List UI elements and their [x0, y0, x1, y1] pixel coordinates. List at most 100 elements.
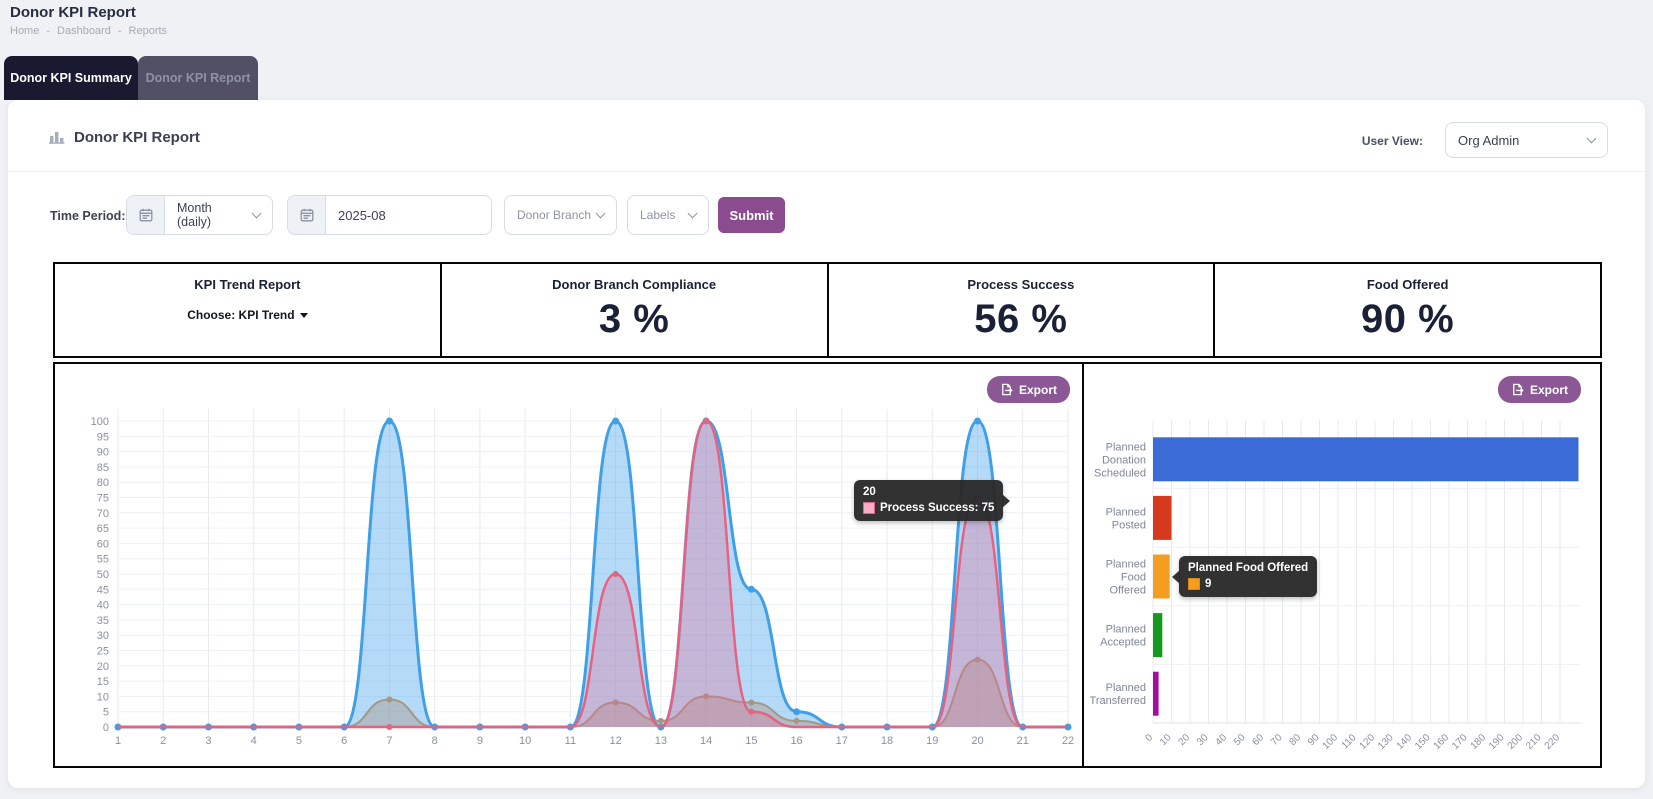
svg-text:Planned: Planned — [1106, 441, 1146, 453]
svg-text:110: 110 — [1340, 732, 1359, 751]
page-title: Donor KPI Report — [10, 4, 136, 21]
svg-text:Food: Food — [1121, 572, 1146, 584]
svg-text:8: 8 — [432, 735, 438, 747]
planned-bar-chart[interactable]: 0 10 20 30 40 50 60 70 80 90 100 110 120 130 140 150 160… — [1084, 364, 1598, 766]
export-button-label: Export — [1529, 382, 1568, 397]
labels-select[interactable]: Labels — [627, 195, 709, 235]
svg-text:170: 170 — [1450, 732, 1470, 752]
export-button[interactable]: Export — [1497, 376, 1581, 403]
kpi-card-food-offered: Food Offered 90 % — [1213, 264, 1600, 356]
chevron-down-icon — [1586, 133, 1597, 143]
svg-text:9: 9 — [477, 735, 483, 747]
svg-text:15: 15 — [745, 735, 757, 747]
svg-text:90: 90 — [97, 447, 109, 459]
calendar-icon — [288, 196, 326, 234]
planned-bar-chart-panel: Export 0 10 20 30 40 50 60 70 80 90 100 110 120 130 14… — [1084, 364, 1598, 766]
export-button[interactable]: Export — [986, 376, 1070, 403]
month-input-value: 2025-08 — [338, 207, 386, 223]
tooltip-text: Process Success: 75 — [880, 502, 995, 514]
kpi-trend-chooser-label: Choose: KPI Trend — [187, 308, 295, 322]
svg-text:5: 5 — [103, 707, 109, 719]
svg-text:20: 20 — [1176, 732, 1192, 748]
chevron-down-icon — [687, 208, 698, 218]
svg-text:Planned: Planned — [1106, 682, 1146, 694]
user-view-label: User View: — [1361, 134, 1423, 148]
breadcrumb: Home - Dashboard - Reports — [10, 25, 167, 37]
svg-text:220: 220 — [1543, 732, 1563, 752]
kpi-trend-chooser[interactable]: Choose: KPI Trend — [187, 308, 308, 322]
donor-branch-select[interactable]: Donor Branch — [504, 195, 617, 235]
svg-text:18: 18 — [881, 735, 893, 747]
chevron-down-icon — [595, 208, 606, 218]
svg-text:45: 45 — [97, 584, 109, 596]
svg-text:7: 7 — [386, 735, 392, 747]
svg-text:0: 0 — [1143, 732, 1155, 744]
svg-text:4: 4 — [251, 735, 257, 747]
svg-text:2: 2 — [160, 735, 166, 747]
tab-donor-kpi-report[interactable]: Donor KPI Report — [138, 56, 258, 100]
svg-text:14: 14 — [700, 735, 712, 747]
tooltip-title: 20 — [863, 486, 876, 498]
svg-text:20: 20 — [97, 661, 109, 673]
breadcrumb-reports[interactable]: Reports — [128, 25, 168, 37]
svg-text:180: 180 — [1469, 732, 1489, 752]
labels-placeholder: Labels — [640, 208, 676, 222]
svg-text:Accepted: Accepted — [1100, 637, 1146, 649]
svg-text:10: 10 — [97, 691, 109, 703]
svg-text:16: 16 — [790, 735, 802, 747]
svg-text:6: 6 — [341, 735, 347, 747]
svg-text:65: 65 — [97, 523, 109, 535]
svg-text:75: 75 — [97, 493, 109, 505]
svg-text:15: 15 — [97, 676, 109, 688]
kpi-trend-cell: KPI Trend Report Choose: KPI Trend — [55, 264, 440, 356]
svg-text:100: 100 — [1321, 732, 1341, 752]
svg-text:Offered: Offered — [1110, 585, 1147, 597]
submit-button[interactable]: Submit — [718, 197, 785, 233]
svg-text:85: 85 — [97, 462, 109, 474]
svg-text:21: 21 — [1017, 735, 1029, 747]
svg-text:Planned: Planned — [1106, 559, 1146, 571]
kpi-card-title: Food Offered — [1366, 277, 1449, 292]
svg-text:95: 95 — [97, 431, 109, 443]
bar-chart-tooltip: Planned Food Offered 9 — [1171, 556, 1318, 597]
svg-text:10: 10 — [519, 735, 531, 747]
user-view-select[interactable]: Org Admin — [1445, 122, 1608, 158]
svg-text:20: 20 — [971, 735, 983, 747]
svg-text:70: 70 — [97, 508, 109, 520]
kpi-trend-title: KPI Trend Report — [194, 277, 301, 292]
file-export-icon — [1513, 383, 1524, 396]
svg-text:80: 80 — [97, 477, 109, 489]
svg-text:22: 22 — [1062, 735, 1074, 747]
svg-text:70: 70 — [1269, 732, 1285, 748]
svg-text:5: 5 — [296, 735, 302, 747]
svg-text:1: 1 — [115, 735, 121, 747]
svg-text:10: 10 — [1158, 732, 1174, 748]
tab-donor-kpi-summary[interactable]: Donor KPI Summary — [4, 56, 138, 100]
user-view-value: Org Admin — [1458, 132, 1520, 148]
kpi-trend-line-chart[interactable]: 0 5 10 15 20 25 30 35 40 45 50 55 60 65 70 75 80 85 90 95 10… — [55, 364, 1082, 766]
svg-text:160: 160 — [1432, 732, 1452, 752]
month-input-group[interactable]: 2025-08 — [287, 195, 492, 235]
kpi-card-value: 56 % — [974, 297, 1068, 341]
kpi-strip: KPI Trend Report Choose: KPI Trend Donor… — [53, 262, 1602, 358]
svg-text:190: 190 — [1487, 732, 1507, 752]
time-period-label: Time Period: — [50, 209, 126, 223]
file-export-icon — [1002, 383, 1013, 396]
chevron-down-icon — [251, 208, 262, 218]
svg-text:11: 11 — [565, 735, 576, 747]
calendar-icon — [127, 196, 165, 234]
svg-text:Scheduled: Scheduled — [1094, 467, 1146, 479]
granularity-select-group[interactable]: Month (daily) — [126, 195, 273, 235]
svg-text:60: 60 — [1250, 732, 1266, 748]
kpi-card-value: 90 % — [1361, 297, 1455, 341]
kpi-card-compliance: Donor Branch Compliance 3 % — [439, 264, 827, 356]
svg-text:100: 100 — [91, 416, 109, 428]
breadcrumb-home[interactable]: Home — [10, 25, 40, 37]
breadcrumb-dashboard[interactable]: Dashboard — [57, 25, 111, 37]
svg-text:3: 3 — [205, 735, 211, 747]
svg-text:60: 60 — [97, 538, 109, 550]
svg-text:140: 140 — [1395, 732, 1415, 752]
process-success-swatch — [863, 502, 875, 514]
svg-text:19: 19 — [926, 735, 938, 747]
breadcrumb-separator: - — [46, 25, 51, 37]
